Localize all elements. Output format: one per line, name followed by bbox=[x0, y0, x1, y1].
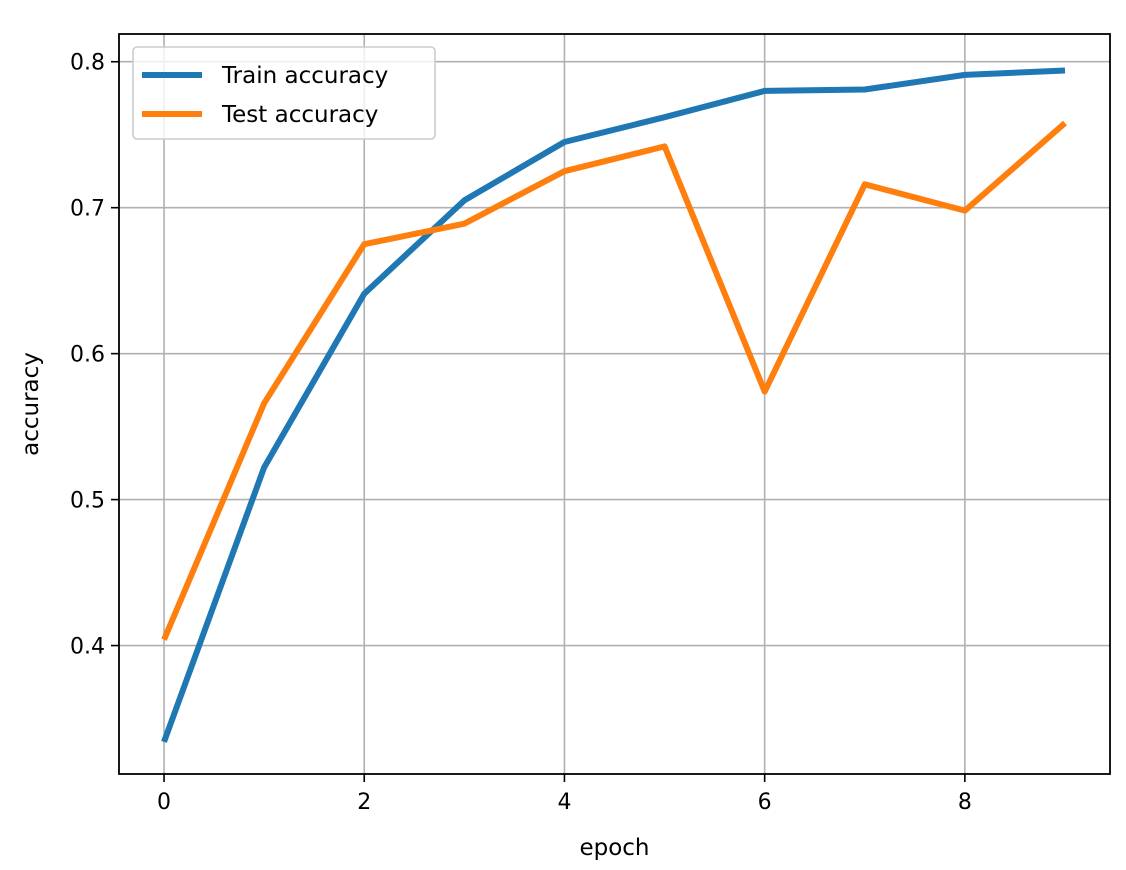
y-tick-label: 0.5 bbox=[70, 489, 105, 514]
y-tick-label: 0.7 bbox=[70, 197, 105, 222]
y-axis-title: accuracy bbox=[18, 352, 44, 456]
grid-layer bbox=[119, 34, 1110, 774]
legend: Train accuracy Test accuracy bbox=[132, 46, 436, 140]
train-accuracy-line bbox=[161, 67, 1066, 743]
x-tick-label: 6 bbox=[758, 790, 772, 815]
x-tick-label: 8 bbox=[958, 790, 972, 815]
y-tick-label: 0.6 bbox=[70, 343, 105, 368]
legend-label-test: Test accuracy bbox=[221, 102, 378, 128]
ticks-layer: 0 2 4 6 8 0.4 0.5 0.6 0.7 0.8 bbox=[70, 51, 972, 815]
test-accuracy-line bbox=[161, 120, 1067, 641]
series-layer bbox=[161, 67, 1067, 743]
x-tick-label: 2 bbox=[357, 790, 371, 815]
plot-frame bbox=[118, 33, 1111, 775]
y-tick-label: 0.4 bbox=[70, 635, 105, 660]
y-tick-label: 0.8 bbox=[70, 51, 105, 76]
x-tick-label: 4 bbox=[557, 790, 571, 815]
x-axis-title: epoch bbox=[579, 835, 649, 861]
x-tick-label: 0 bbox=[157, 790, 171, 815]
legend-box bbox=[132, 46, 436, 140]
legend-label-train: Train accuracy bbox=[221, 63, 388, 89]
